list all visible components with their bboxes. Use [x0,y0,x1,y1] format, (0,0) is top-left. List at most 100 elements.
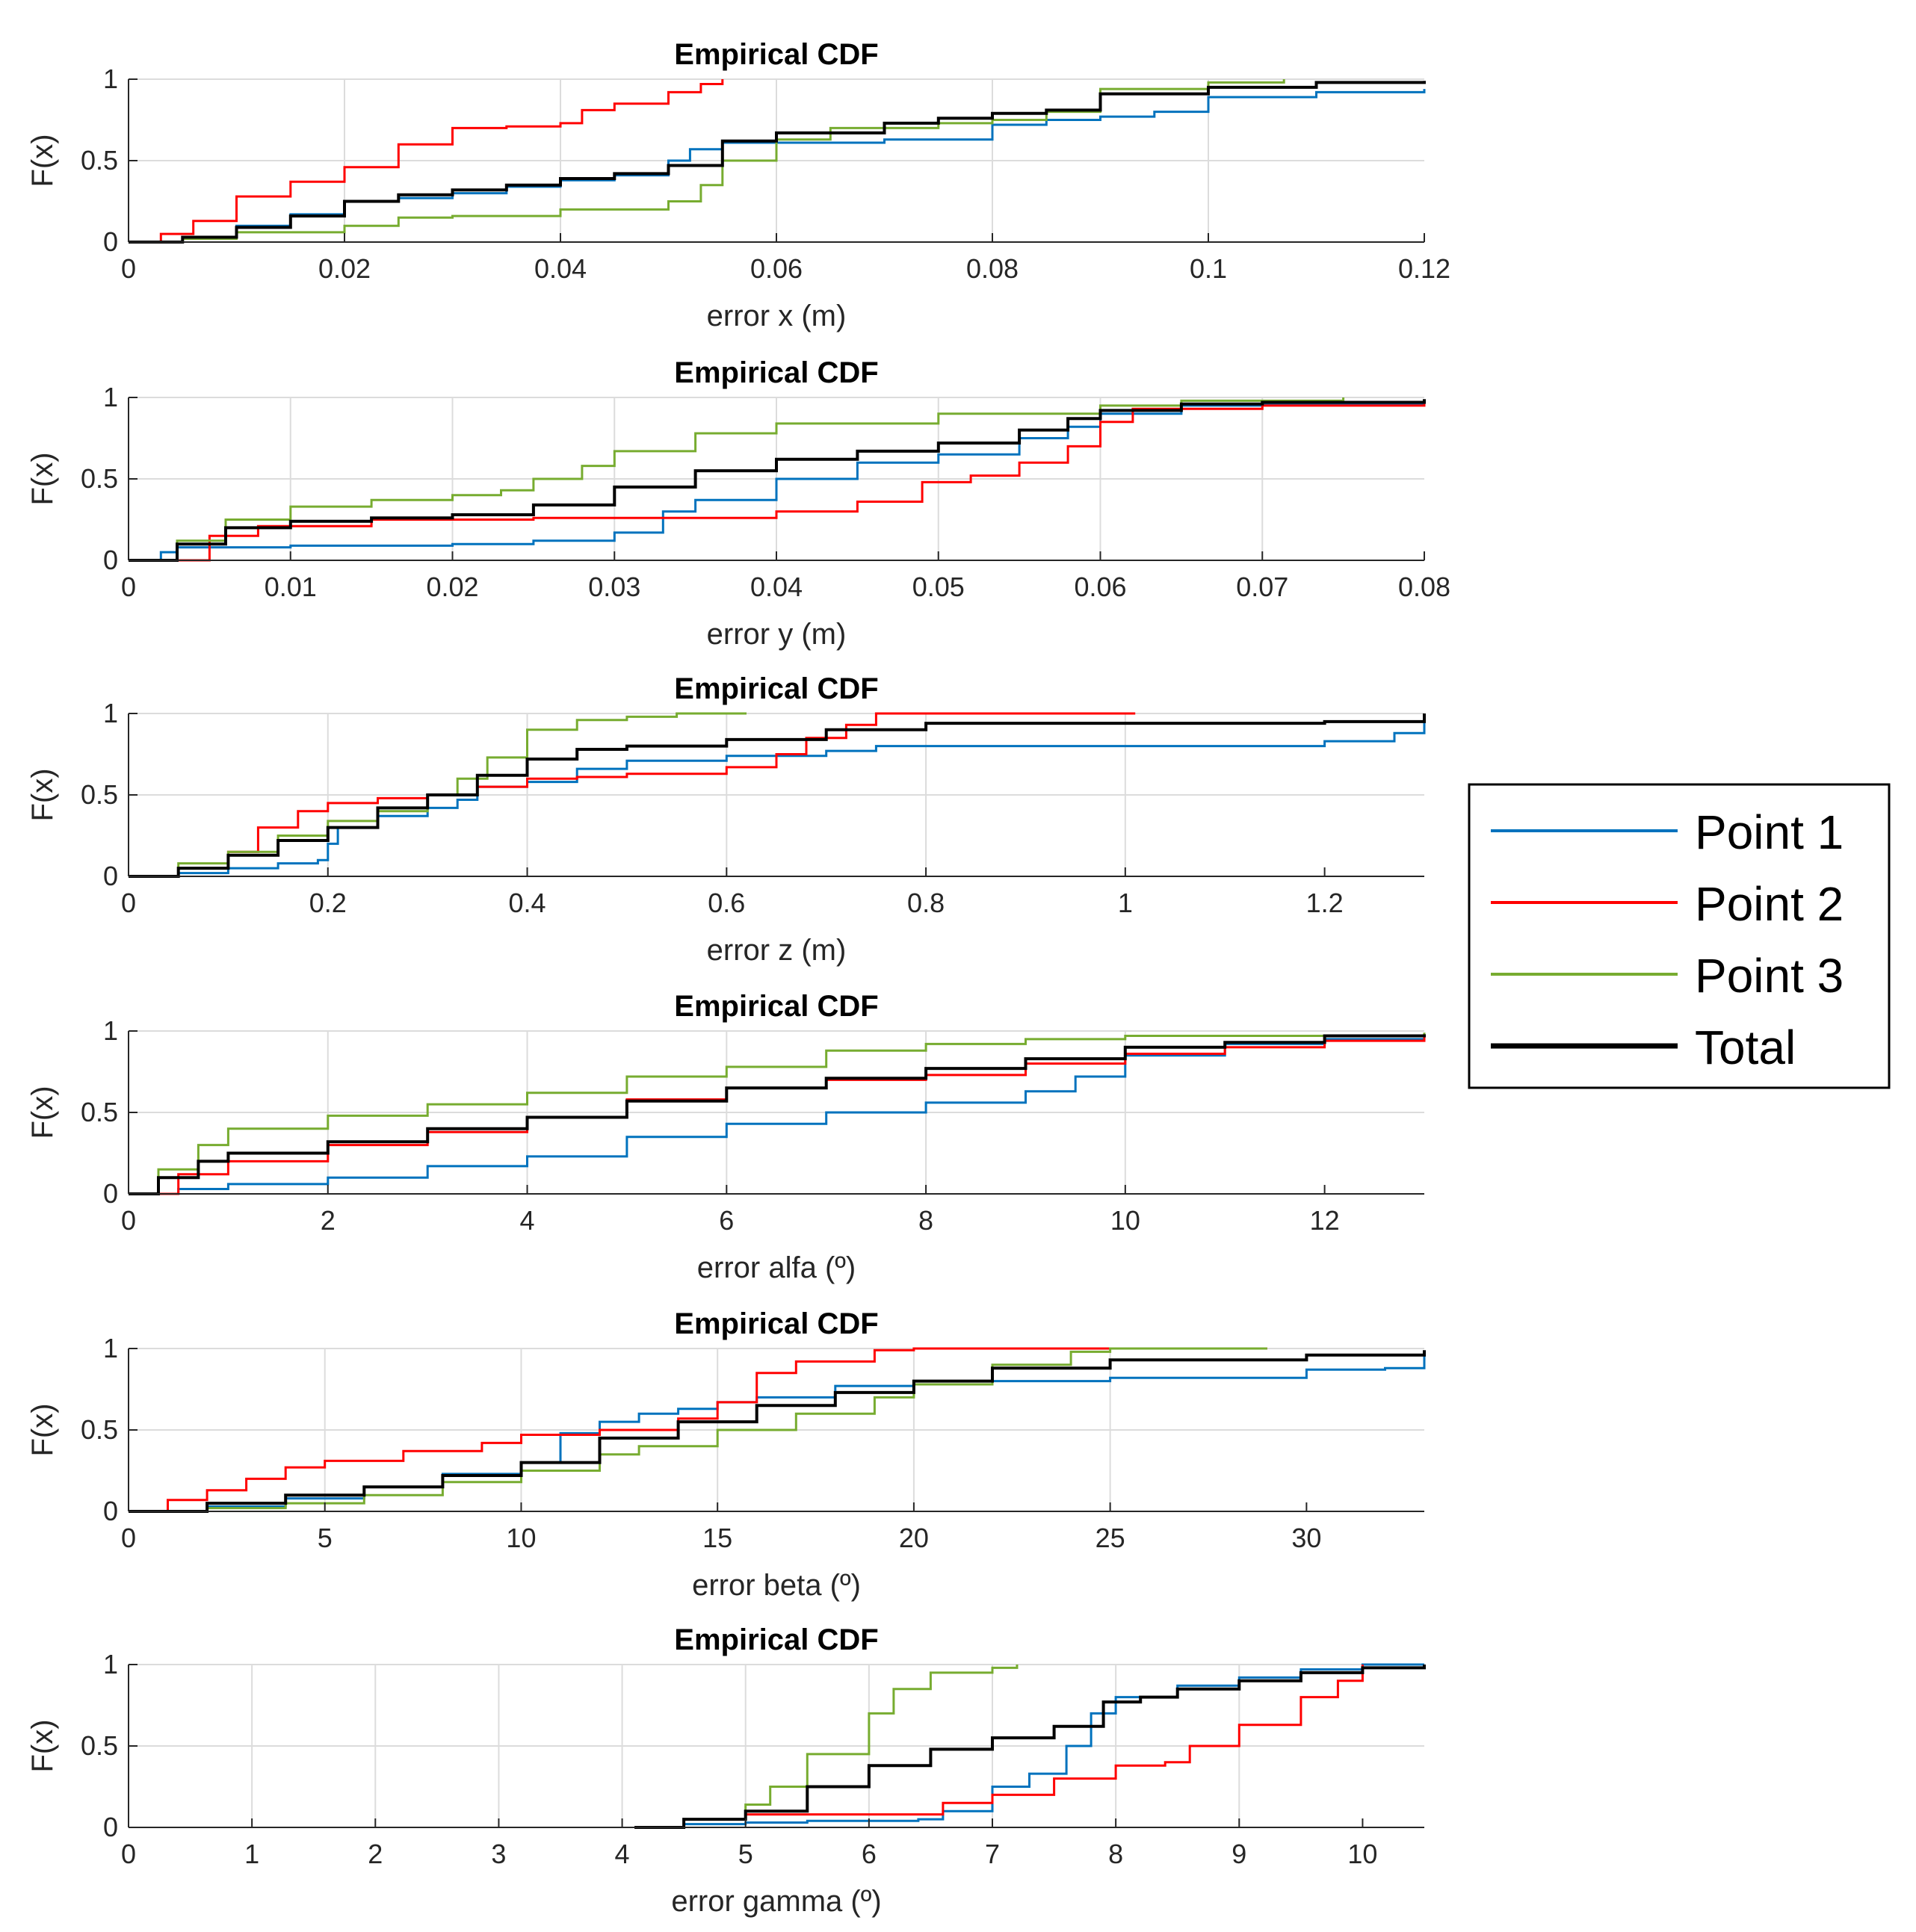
x-tick-label: 4 [615,1839,630,1869]
subplot-3: 0 0.2 0.4 0.6 0.8 1 1.2 0 0.5 1 Empirical CDF error… [26,672,1426,967]
series-line-point-1 [129,89,1426,244]
x-tick-label: 1 [244,1839,259,1869]
series-line-total [634,1665,1426,1829]
x-tick-label: 6 [862,1839,877,1869]
y-axis-label: F(x) [26,452,59,505]
x-tick-label: 0.4 [509,888,546,918]
legend-label-total: Total [1695,1021,1796,1074]
series-line-point-2 [634,1665,1364,1829]
series-line-point-2 [129,1347,1267,1513]
x-tick-label: 0 [121,1523,136,1553]
y-tick-label: 1 [103,1015,118,1046]
x-tick-label: 25 [1095,1523,1125,1553]
y-tick-label: 1 [103,1649,118,1679]
x-tick-label: 0.06 [750,253,803,284]
x-tick-label: 7 [985,1839,1000,1869]
y-axis-label: F(x) [26,1086,59,1139]
series-line-point-2 [129,712,1136,878]
series-line-total [129,1034,1426,1195]
legend-label-point-2: Point 2 [1695,877,1844,931]
x-tick-label: 0.04 [534,253,587,284]
x-tick-label: 10 [1110,1205,1140,1236]
series-line-point-3 [129,1347,1267,1513]
y-tick-label: 0 [103,1496,118,1526]
series-line-total [129,81,1426,244]
y-tick-label: 1 [103,1333,118,1363]
legend-label-point-1: Point 1 [1695,805,1844,859]
x-tick-label: 2 [368,1839,383,1869]
y-tick-label: 0 [103,1178,118,1209]
x-tick-label: 1.2 [1306,888,1344,918]
x-tick-label: 0.01 [265,572,317,602]
x-tick-label: 8 [918,1205,933,1236]
x-tick-label: 0.2 [309,888,347,918]
x-tick-label: 0.02 [426,572,478,602]
chart-title: Empirical CDF [674,1623,878,1656]
x-axis-label: error z (m) [707,934,847,967]
legend-label-point-3: Point 3 [1695,949,1844,1003]
y-tick-label: 0.5 [81,779,118,810]
y-axis-label: F(x) [26,1719,59,1772]
legend-box [1468,783,1891,1089]
chart-title: Empirical CDF [674,990,878,1023]
y-tick-label: 0.5 [81,1414,118,1445]
series-line-total [129,399,1426,562]
x-tick-label: 0.08 [1398,572,1450,602]
x-tick-label: 9 [1232,1839,1246,1869]
x-tick-label: 0 [121,888,136,918]
y-tick-label: 0 [103,226,118,257]
series-line-point-1 [634,1663,1424,1829]
x-tick-label: 6 [719,1205,734,1236]
subplot-4: 0 2 4 6 8 10 12 0 0.5 1 Empirical CDF error alfa (º… [26,990,1426,1284]
x-tick-label: 0.08 [966,253,1019,284]
y-tick-label: 0.5 [81,145,118,176]
y-tick-label: 0 [103,861,118,891]
series-line-total [129,713,1426,878]
series-line-point-2 [129,79,724,244]
x-tick-label: 30 [1291,1523,1321,1553]
chart-title: Empirical CDF [674,672,878,705]
x-tick-label: 4 [520,1205,535,1236]
x-axis-label: error y (m) [707,618,847,651]
y-tick-label: 1 [103,64,118,94]
series-line-point-3 [129,79,1285,244]
y-tick-label: 1 [103,382,118,412]
x-axis-label: error x (m) [707,300,847,332]
x-axis-label: error gamma (º) [671,1885,881,1918]
series-line-point-1 [129,1035,1426,1195]
x-tick-label: 0.06 [1074,572,1126,602]
x-tick-label: 0.1 [1190,253,1227,284]
subplot-5: 0 5 10 15 20 25 30 0 0.5 1 Empirical CDF error beta… [26,1307,1426,1602]
y-tick-label: 1 [103,698,118,728]
x-tick-label: 20 [899,1523,929,1553]
legend: Point 1 Point 2 Point 3 Total [1468,783,1891,1089]
x-tick-label: 0.6 [708,888,745,918]
x-tick-label: 0 [121,253,136,284]
y-axis-label: F(x) [26,1403,59,1456]
chart-title: Empirical CDF [674,38,878,71]
x-tick-label: 0 [121,572,136,602]
y-tick-label: 0.5 [81,463,118,494]
x-axis-label: error alfa (º) [697,1251,856,1284]
y-tick-label: 0 [103,545,118,575]
x-tick-label: 12 [1310,1205,1340,1236]
subplot-6: 0 1 2 3 4 5 6 7 8 9 10 0 0.5 1 Empirical CDF error gamm… [26,1623,1426,1918]
x-tick-label: 0 [121,1205,136,1236]
x-tick-label: 0.05 [912,572,965,602]
x-tick-label: 10 [506,1523,536,1553]
x-axis-label: error beta (º) [692,1569,861,1602]
x-tick-label: 10 [1347,1839,1377,1869]
series-line-point-1 [129,402,1426,562]
series-line-total [129,1350,1426,1513]
x-tick-label: 0 [121,1839,136,1869]
x-tick-label: 0.04 [750,572,803,602]
y-axis-label: F(x) [26,768,59,821]
x-tick-label: 5 [318,1523,333,1553]
y-tick-label: 0.5 [81,1097,118,1127]
chart-title: Empirical CDF [674,1307,878,1340]
subplot-1: 0 0.02 0.04 0.06 0.08 0.1 0.12 0 0.5 1 Empirical C… [26,38,1450,332]
x-tick-label: 15 [702,1523,732,1553]
y-tick-label: 0.5 [81,1730,118,1761]
x-tick-label: 0.12 [1398,253,1450,284]
